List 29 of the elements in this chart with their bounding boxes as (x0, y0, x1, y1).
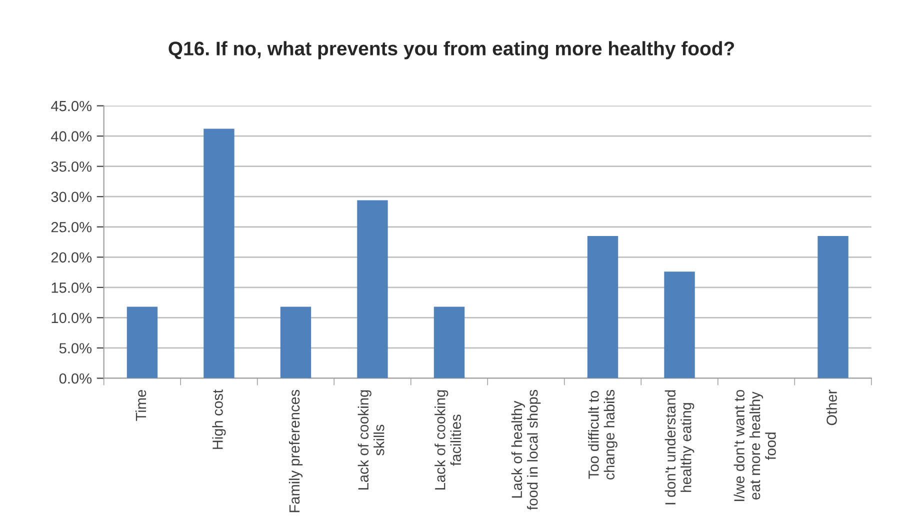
y-tick-label: 40.0% (51, 131, 92, 142)
x-tick-label: Lack of cooking skills (358, 390, 384, 490)
bar (434, 306, 465, 378)
x-tick-label: I don't understand healthy eating (664, 390, 694, 504)
x-tick-label: Family preferences (288, 390, 303, 512)
bar (818, 236, 848, 378)
y-tick-label: 25.0% (51, 222, 92, 232)
y-tick-label: 20.0% (51, 252, 92, 263)
x-tick-label: Too difficult to change habits (588, 390, 618, 480)
y-tick-label: 35.0% (51, 161, 92, 172)
bar (126, 306, 158, 378)
bar (664, 272, 695, 378)
bar (587, 236, 618, 378)
x-tick-label: Other (826, 390, 837, 426)
x-tick-label: Lack of healthy food in local shops (511, 390, 541, 510)
bar (204, 128, 234, 378)
y-tick-label: 15.0% (52, 282, 92, 293)
bar (280, 306, 312, 378)
x-tick-label: Lack of cooking facilities (434, 390, 462, 490)
y-tick-label: 5.0% (59, 343, 92, 354)
y-tick-label: 10.0% (52, 312, 92, 324)
x-tick-label: Time (135, 390, 146, 421)
x-tick-label: I/we don't want to eat more healthy food (734, 390, 776, 502)
y-tick-label: 30.0% (51, 192, 92, 202)
y-tick-label: 0.0% (59, 373, 92, 384)
y-tick-label: 45.0% (51, 100, 92, 112)
chart-title: Q16. If no, what prevents you from eating more healthy food? (168, 41, 734, 60)
x-tick-label: High cost (212, 389, 226, 449)
bar (357, 200, 388, 378)
